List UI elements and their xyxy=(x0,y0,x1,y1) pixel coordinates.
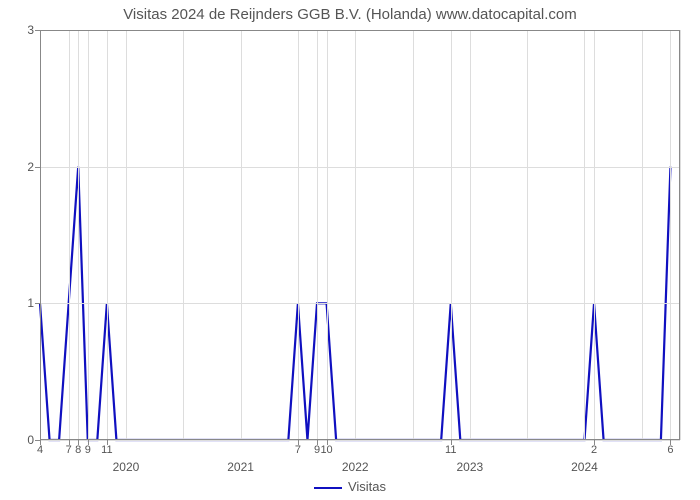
x-year-label: 2020 xyxy=(113,460,140,474)
x-year-label: 2023 xyxy=(456,460,483,474)
grid-line-v-minor xyxy=(78,30,79,440)
visits-chart: Visitas 2024 de Reijnders GGB B.V. (Hola… xyxy=(0,0,700,500)
x-tick-mark xyxy=(298,440,299,445)
x-tick-label: 8 xyxy=(75,444,81,456)
grid-line-v-minor xyxy=(642,30,643,440)
x-tick-label: 9 xyxy=(314,444,320,456)
grid-line-v-minor xyxy=(327,30,328,440)
x-tick-mark xyxy=(327,440,328,445)
grid-line-v-minor xyxy=(670,30,671,440)
x-tick-label: 7 xyxy=(66,444,72,456)
x-tick-mark xyxy=(78,440,79,445)
x-tick-label: 4 xyxy=(37,444,43,456)
grid-line-v-minor xyxy=(451,30,452,440)
x-tick-mark xyxy=(107,440,108,445)
legend-swatch xyxy=(314,487,342,489)
grid-line-v xyxy=(126,30,127,440)
x-tick-label: 2 xyxy=(591,444,597,456)
x-tick-label: 11 xyxy=(445,444,456,456)
legend: Visitas xyxy=(0,479,700,494)
grid-line-v-minor xyxy=(317,30,318,440)
grid-line-v xyxy=(584,30,585,440)
x-tick-mark xyxy=(670,440,671,445)
grid-line-v-minor xyxy=(88,30,89,440)
grid-line-v-minor xyxy=(298,30,299,440)
grid-line-v-minor xyxy=(594,30,595,440)
x-tick-label: 6 xyxy=(667,444,673,456)
x-tick-mark xyxy=(317,440,318,445)
grid-line-v-minor xyxy=(413,30,414,440)
x-year-label: 2022 xyxy=(342,460,369,474)
grid-line-v-minor xyxy=(183,30,184,440)
x-tick-label: 9 xyxy=(85,444,91,456)
grid-line-h xyxy=(40,440,680,441)
y-tick-label: 0 xyxy=(27,433,34,447)
axis-border xyxy=(40,30,41,440)
plot-area: 01234789117910112620202021202220232024 xyxy=(40,30,680,440)
grid-line-v-minor xyxy=(107,30,108,440)
x-tick-mark xyxy=(40,440,41,445)
y-tick-label: 2 xyxy=(27,160,34,174)
axis-border xyxy=(40,30,680,31)
x-year-label: 2021 xyxy=(227,460,254,474)
x-tick-mark xyxy=(594,440,595,445)
x-tick-mark xyxy=(69,440,70,445)
grid-line-v-minor xyxy=(69,30,70,440)
x-tick-label: 7 xyxy=(295,444,301,456)
axis-border xyxy=(679,30,680,440)
y-tick-label: 3 xyxy=(27,23,34,37)
y-tick-label: 1 xyxy=(27,296,34,310)
grid-line-v xyxy=(680,30,681,440)
chart-title: Visitas 2024 de Reijnders GGB B.V. (Hola… xyxy=(0,0,700,23)
legend-label: Visitas xyxy=(348,479,386,494)
x-tick-label: 10 xyxy=(320,444,332,456)
grid-line-v xyxy=(355,30,356,440)
grid-line-v-minor xyxy=(527,30,528,440)
grid-line-v xyxy=(470,30,471,440)
x-tick-mark xyxy=(451,440,452,445)
axis-border xyxy=(40,439,680,440)
x-year-label: 2024 xyxy=(571,460,598,474)
x-tick-label: 11 xyxy=(101,444,112,456)
x-tick-mark xyxy=(88,440,89,445)
grid-line-v xyxy=(241,30,242,440)
